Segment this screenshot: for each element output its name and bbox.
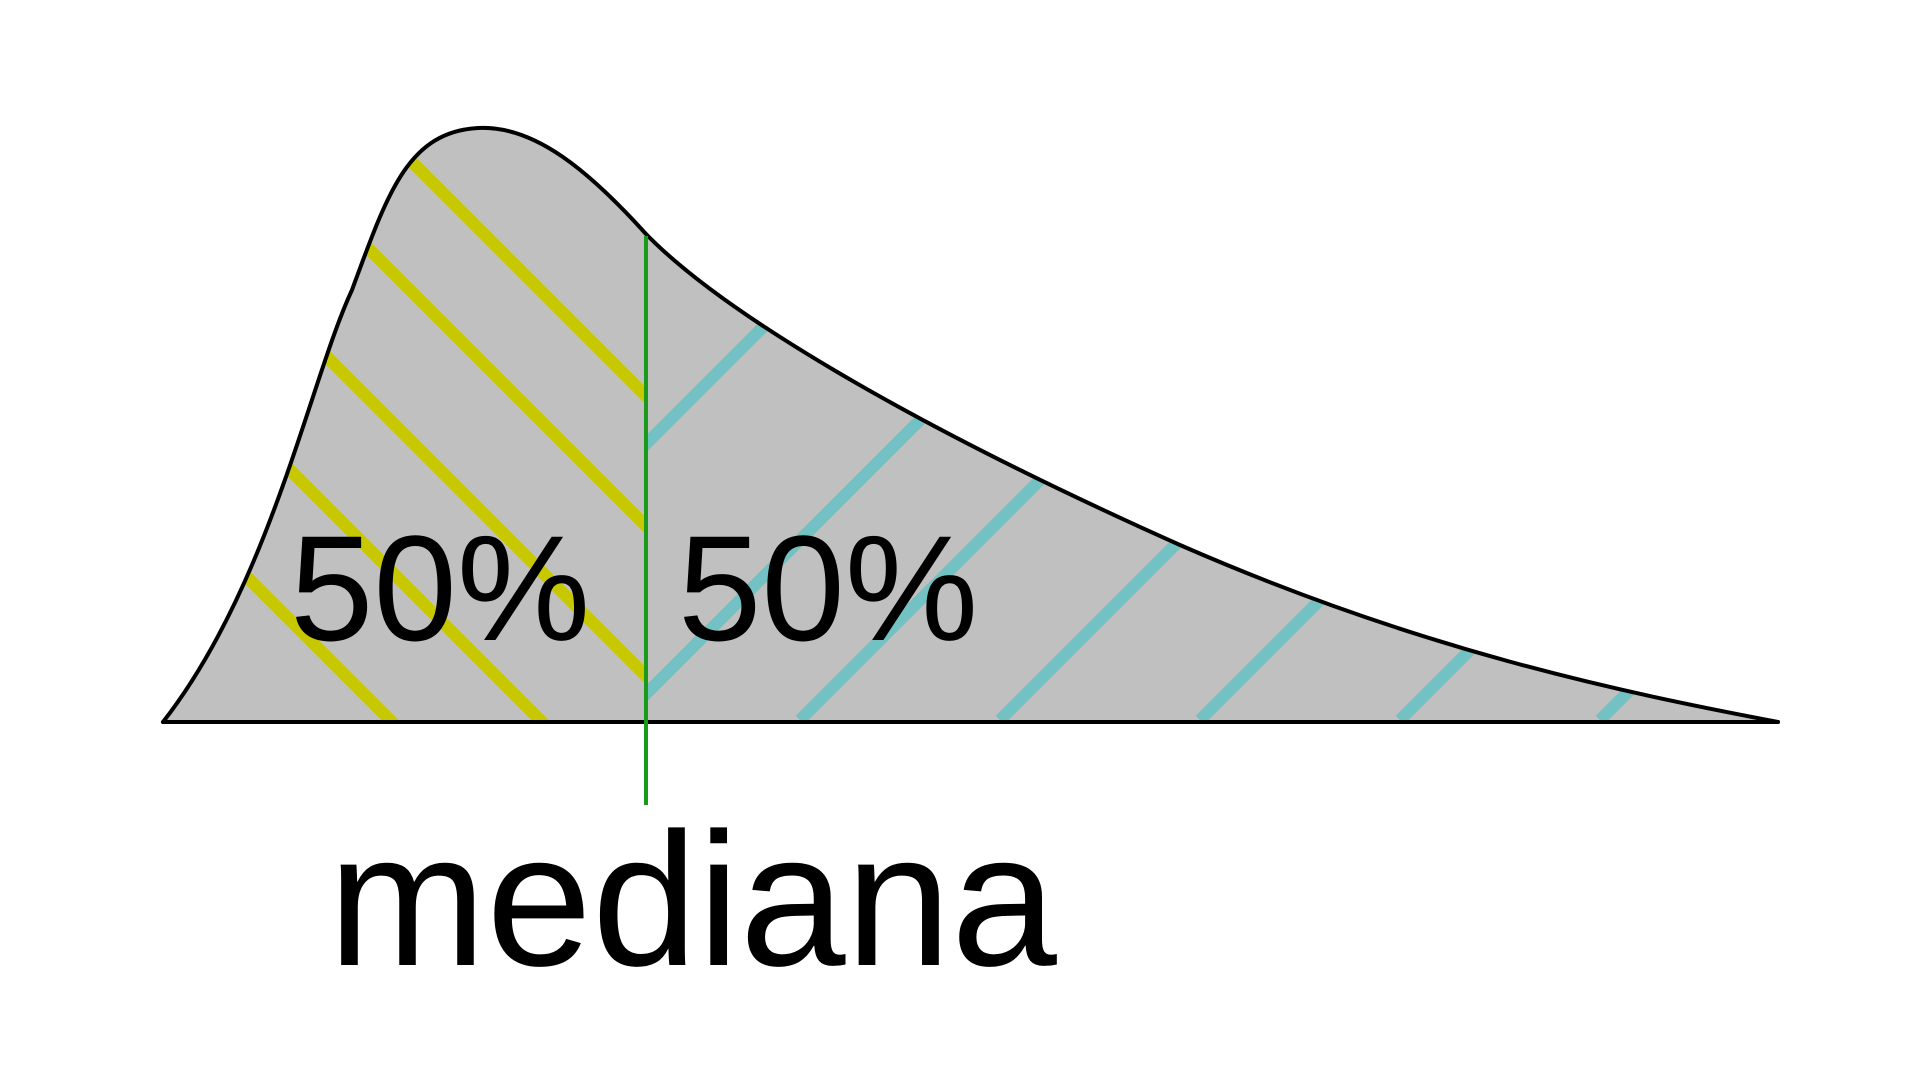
right-percentage-label: 50% — [678, 504, 978, 672]
median-label: mediana — [328, 794, 1057, 1006]
left-percentage-label: 50% — [290, 504, 590, 672]
